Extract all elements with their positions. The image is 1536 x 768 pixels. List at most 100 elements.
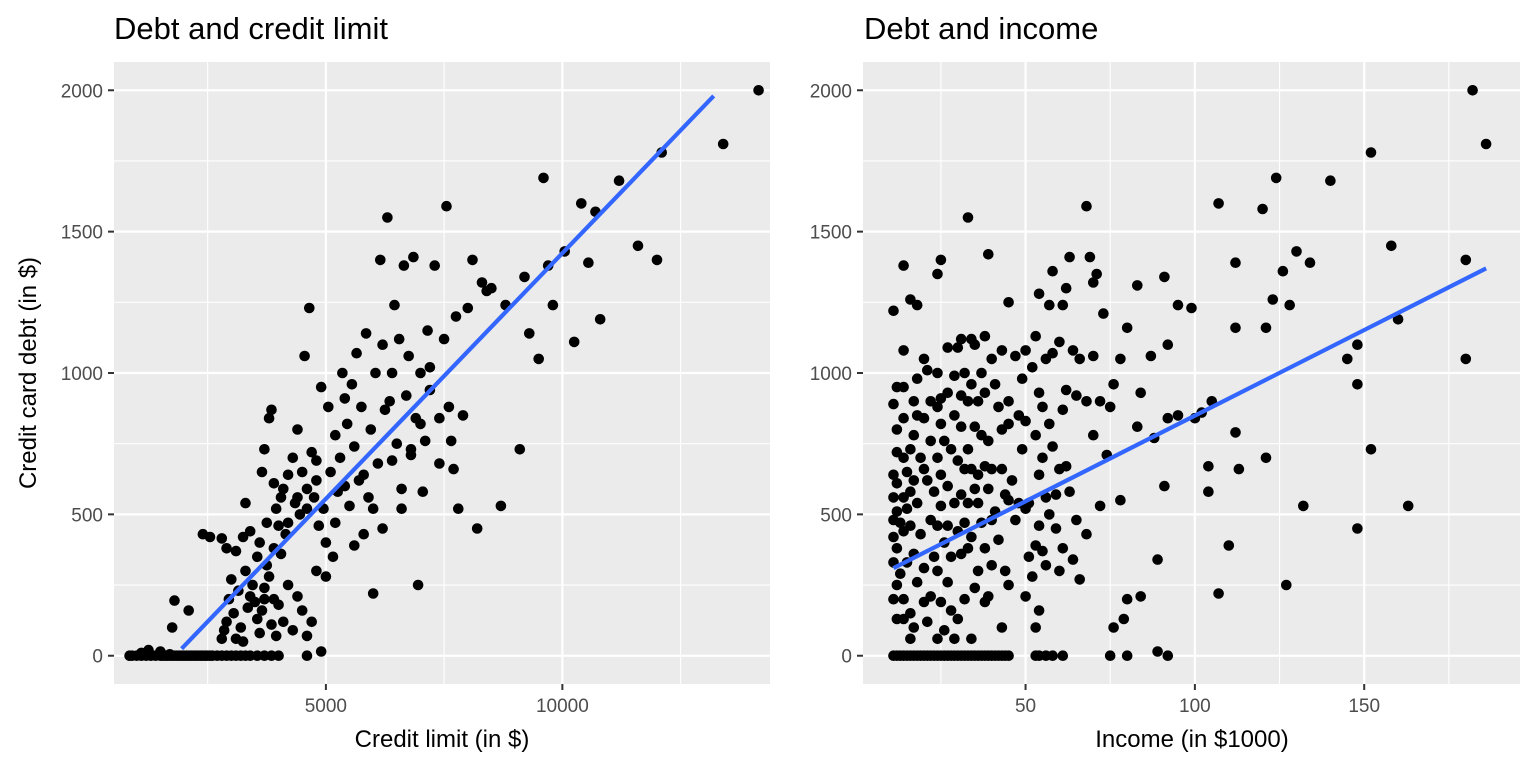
data-point xyxy=(949,497,960,509)
data-point xyxy=(1071,390,1082,401)
data-point xyxy=(275,548,287,560)
data-point xyxy=(1304,257,1316,269)
data-point xyxy=(334,452,346,464)
data-point xyxy=(1121,593,1133,605)
data-point xyxy=(983,435,994,447)
data-point xyxy=(891,424,903,435)
data-point xyxy=(396,483,407,495)
data-point xyxy=(935,469,947,481)
data-point xyxy=(1040,492,1052,503)
data-point xyxy=(337,367,348,379)
data-point xyxy=(422,325,433,336)
data-point xyxy=(266,619,277,630)
data-point xyxy=(942,387,953,399)
data-point xyxy=(901,503,913,514)
data-point xyxy=(1132,280,1143,291)
data-point xyxy=(476,277,488,288)
data-point xyxy=(891,506,903,517)
data-point xyxy=(164,649,176,660)
data-point xyxy=(367,503,379,514)
data-point xyxy=(911,373,923,385)
data-point xyxy=(1040,560,1052,571)
data-point xyxy=(415,418,426,430)
data-point xyxy=(1037,545,1048,557)
data-point xyxy=(1325,175,1336,186)
x-tick-label: 50 xyxy=(1015,696,1036,717)
data-point xyxy=(1392,314,1404,325)
data-point xyxy=(1064,486,1075,498)
data-point xyxy=(249,596,261,608)
left-panel-x-ticks: 5000 10000 xyxy=(305,684,589,717)
y-tick-label: 1000 xyxy=(810,364,852,385)
data-point xyxy=(169,595,180,606)
data-point xyxy=(1081,396,1092,407)
right-panel-title: Debt and income xyxy=(864,11,1098,46)
data-point xyxy=(1057,299,1069,311)
left-panel-points xyxy=(124,85,764,661)
data-point xyxy=(1270,172,1282,184)
data-point xyxy=(396,503,407,514)
data-point xyxy=(450,311,462,322)
data-point xyxy=(966,379,977,390)
data-point xyxy=(429,260,441,271)
data-point xyxy=(256,605,268,616)
data-point xyxy=(983,591,994,602)
right-panel-x-axis-label: Income (in $1000) xyxy=(1095,726,1288,753)
data-point xyxy=(976,367,987,379)
left-panel-x-axis-label: Credit limit (in $) xyxy=(355,726,530,753)
data-point xyxy=(1081,200,1092,212)
data-point xyxy=(1037,452,1048,464)
data-point xyxy=(417,486,429,498)
data-point xyxy=(237,636,249,647)
data-point xyxy=(935,418,947,430)
data-point xyxy=(1044,509,1055,520)
data-point xyxy=(438,333,450,345)
data-point xyxy=(349,441,360,452)
data-point xyxy=(1352,523,1363,534)
data-point xyxy=(942,576,953,588)
data-point xyxy=(1098,308,1109,319)
data-point xyxy=(320,571,332,582)
data-point xyxy=(301,650,313,661)
data-point xyxy=(235,622,247,633)
data-point xyxy=(221,616,232,628)
data-point xyxy=(1267,294,1279,305)
data-point xyxy=(928,486,940,498)
data-point xyxy=(1060,384,1072,396)
data-point xyxy=(918,562,930,574)
data-point xyxy=(1108,622,1119,633)
data-point xyxy=(301,503,313,514)
data-point xyxy=(320,537,332,548)
data-point xyxy=(942,342,953,353)
data-point xyxy=(949,370,960,382)
data-point xyxy=(1402,500,1414,512)
data-point xyxy=(945,605,957,616)
left-panel-y-ticks: 0 500 1000 1500 2000 xyxy=(61,81,114,668)
data-point xyxy=(218,625,230,636)
data-point xyxy=(216,533,228,544)
data-point xyxy=(365,424,377,435)
regression-line xyxy=(892,266,1488,570)
data-point xyxy=(1060,461,1072,472)
data-point xyxy=(1352,339,1363,351)
data-point xyxy=(143,644,154,656)
data-point xyxy=(311,455,322,466)
data-point xyxy=(1030,622,1041,633)
data-point xyxy=(905,520,916,531)
data-point xyxy=(1135,591,1146,602)
data-point xyxy=(301,630,313,642)
data-point xyxy=(412,579,424,591)
data-point xyxy=(632,240,644,252)
data-point xyxy=(1230,427,1241,438)
data-point xyxy=(1050,489,1062,500)
data-point xyxy=(891,579,903,591)
data-point xyxy=(959,367,970,379)
data-point xyxy=(888,469,899,481)
y-tick-label: 500 xyxy=(820,505,852,526)
data-point xyxy=(932,367,943,379)
data-point xyxy=(495,500,507,512)
data-point xyxy=(935,500,947,512)
x-tick-label: 100 xyxy=(1179,696,1211,717)
data-point xyxy=(263,412,275,424)
